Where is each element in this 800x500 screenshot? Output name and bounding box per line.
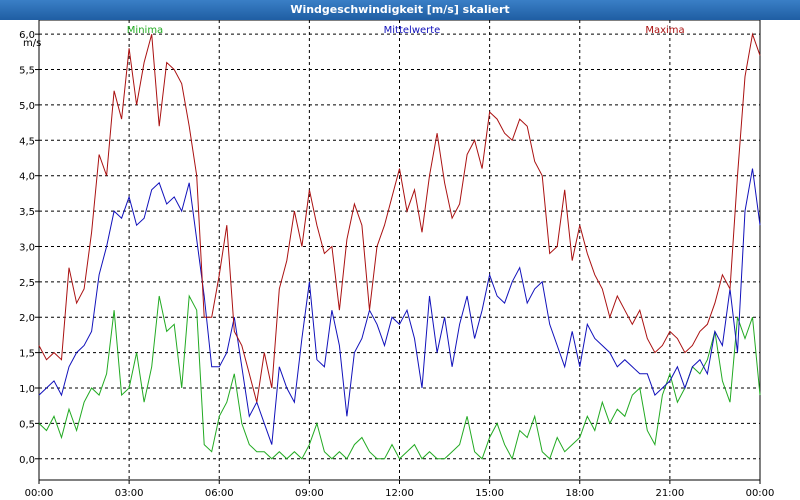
y-tick-label: 4,5 xyxy=(19,136,35,147)
x-tick-time: 06:00 xyxy=(205,488,234,499)
y-tick-label: 3,5 xyxy=(19,207,35,218)
y-tick-label: 3,0 xyxy=(19,242,35,253)
wind-speed-chart: 0,0 0,5 1,0 1,5 2,0 2,5 3,0 3,5 4,0 4,5 5,0 5,5 6,0m… xyxy=(19,20,775,499)
labels: 0,0 0,5 1,0 1,5 2,0 2,5 3,0 3,5 4,0 4,5 5,0 5,5 6,0m… xyxy=(19,25,775,499)
y-tick-label: 0,0 xyxy=(19,455,35,466)
window-title: Windgeschwindigkeit [m/s] skaliert xyxy=(0,0,800,20)
series-line-maxima xyxy=(38,32,761,403)
series-line-minima xyxy=(38,294,761,461)
axes xyxy=(35,33,761,484)
y-tick-label: 2,5 xyxy=(19,278,35,289)
x-tick-time: 00:00 xyxy=(25,488,54,499)
x-tick-time: 18:00 xyxy=(565,488,594,499)
series-lines xyxy=(38,32,761,461)
legend-mittelwerte: Mittelwerte xyxy=(384,25,441,36)
x-tick-time: 03:00 xyxy=(115,488,144,499)
y-tick-label: 6,0 xyxy=(19,30,35,41)
y-tick-label: 5,0 xyxy=(19,101,35,112)
x-tick-time: 21:00 xyxy=(655,488,684,499)
series-line-mittelwerte xyxy=(38,168,761,445)
x-tick-time: 15:00 xyxy=(475,488,504,499)
x-tick-time: 09:00 xyxy=(295,488,324,499)
y-tick-label: 1,5 xyxy=(19,349,35,360)
y-tick-label: 0,5 xyxy=(19,419,35,430)
y-tick-label: 4,0 xyxy=(19,172,35,183)
y-tick-label: 5,5 xyxy=(19,66,35,77)
y-tick-label: 1,0 xyxy=(19,384,35,395)
legend-maxima: Maxima xyxy=(645,25,684,36)
x-tick-time: 12:00 xyxy=(385,488,414,499)
y-axis-unit: m/s xyxy=(23,38,41,49)
x-tick-time: 00:00 xyxy=(746,488,775,499)
legend-minima: Minima xyxy=(127,25,163,36)
y-tick-label: 2,0 xyxy=(19,313,35,324)
grid-lines xyxy=(39,20,760,480)
